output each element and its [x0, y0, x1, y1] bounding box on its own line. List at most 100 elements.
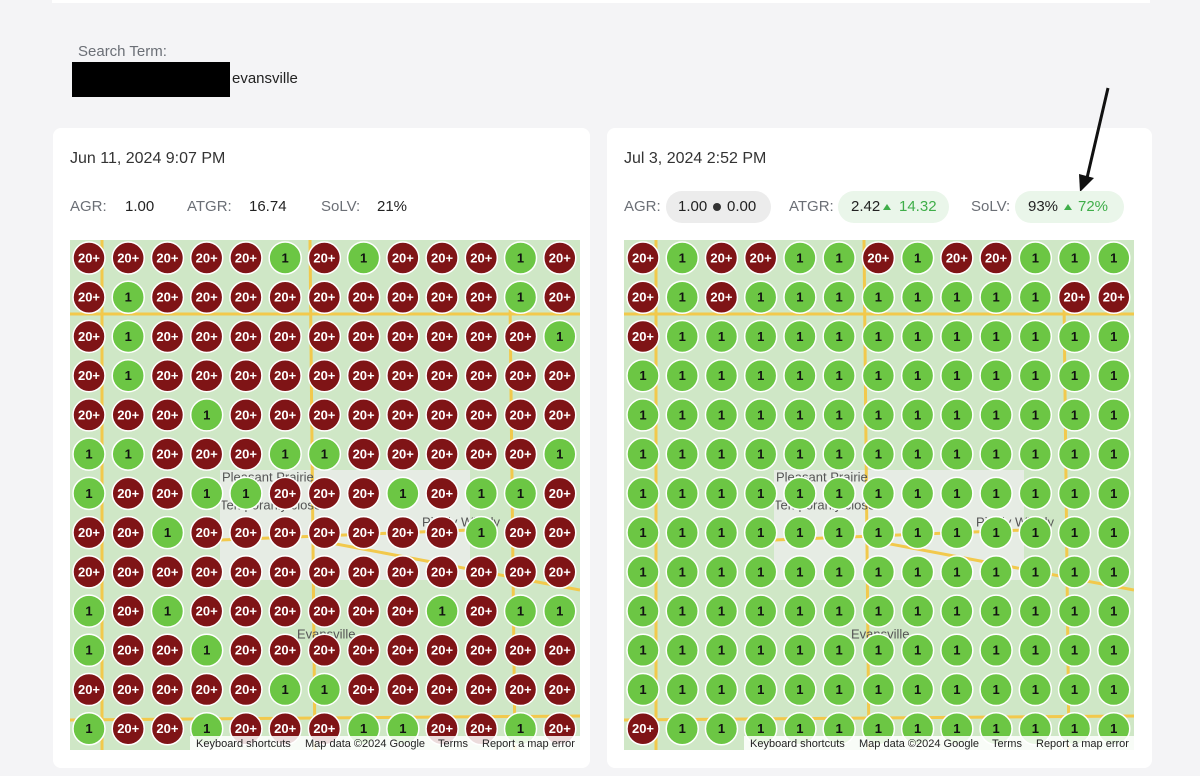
rank-label: 20+ [431, 721, 453, 736]
rank-label: 1 [438, 604, 445, 619]
rank-label: 1 [914, 486, 921, 501]
rank-marker [665, 672, 699, 707]
rank-label: 1 [478, 525, 485, 540]
rank-marker [111, 672, 145, 707]
rank-marker [150, 633, 185, 668]
rank-marker [307, 280, 342, 314]
rank-marker [72, 712, 106, 746]
rank-label: 1 [1110, 604, 1117, 619]
rank-marker [150, 515, 185, 550]
rank-marker [822, 633, 856, 668]
rank-label: 1 [836, 643, 843, 658]
rank-marker [1057, 241, 1092, 275]
rank-marker [1018, 555, 1053, 589]
rank-label: 1 [125, 290, 132, 305]
rank-marker [543, 633, 577, 668]
rank-marker [464, 594, 499, 628]
search-label: Search Term: [78, 43, 167, 60]
rank-label: 1 [203, 486, 210, 501]
rank-label: 20+ [235, 368, 257, 383]
rank-label: 20+ [196, 290, 218, 305]
rank-marker [307, 476, 342, 511]
rank-label: 20+ [510, 407, 532, 422]
rank-marker [543, 398, 577, 432]
rank-marker [979, 633, 1013, 668]
rank-label: 1 [953, 407, 960, 422]
rank-marker [503, 319, 538, 354]
rank-label: 20+ [549, 525, 571, 540]
rank-marker [425, 358, 459, 393]
scan-date: Jun 11, 2024 9:07 PM [70, 150, 225, 167]
rank-marker [150, 476, 185, 511]
rank-label: 20+ [274, 368, 296, 383]
rank-marker [626, 437, 660, 471]
rank-label: 20+ [313, 486, 335, 501]
rank-label: 20+ [946, 250, 968, 265]
rank-label: 1 [718, 368, 725, 383]
rank-label: 1 [914, 329, 921, 344]
rank-marker [940, 515, 974, 550]
rank-label: 20+ [431, 329, 453, 344]
map-footer-link: Map data ©2024 Google [305, 738, 425, 750]
rank-marker [346, 437, 381, 471]
rank-marker [346, 398, 381, 432]
rank-label: 20+ [196, 525, 218, 540]
rank-marker [1057, 398, 1092, 432]
rank-label: 20+ [549, 682, 571, 697]
rank-label: 20+ [353, 643, 375, 658]
rank-marker [150, 672, 185, 707]
rank-marker [743, 555, 778, 589]
rank-marker [111, 515, 145, 550]
rank-marker [425, 437, 459, 471]
rank-label: 20+ [156, 329, 178, 344]
rank-label: 1 [836, 368, 843, 383]
rank-marker [900, 594, 935, 628]
rank-label: 1 [1110, 643, 1117, 658]
rank-marker [464, 633, 499, 668]
rank-label: 1 [639, 447, 646, 462]
rank-label: 1 [836, 250, 843, 265]
rank-marker [1057, 594, 1092, 628]
rank-marker [189, 672, 224, 707]
rank-label: 1 [757, 447, 764, 462]
rank-label: 1 [1032, 329, 1039, 344]
rank-marker [543, 515, 577, 550]
rank-marker [425, 555, 459, 589]
rank-marker [189, 633, 224, 668]
rank-marker [543, 280, 577, 314]
rank-marker [543, 319, 577, 354]
rank-marker [1097, 476, 1131, 511]
rank-marker [386, 358, 420, 393]
search-term: evansville [232, 70, 298, 87]
rank-marker [111, 358, 145, 393]
rank-label: 20+ [985, 250, 1007, 265]
rank-marker [1057, 476, 1092, 511]
rank-marker [111, 398, 145, 432]
rank-label: 20+ [549, 486, 571, 501]
rank-marker [704, 555, 739, 589]
rank-label: 20+ [78, 564, 100, 579]
rank-label: 1 [679, 368, 686, 383]
rank-marker [111, 319, 145, 354]
rank-marker [346, 633, 381, 668]
rank-marker [861, 594, 896, 628]
map: Pleasant PrairieTemporarily closedPiggly… [624, 240, 1134, 750]
rank-label: 20+ [78, 682, 100, 697]
rank-marker [386, 672, 420, 707]
rank-label: 1 [639, 643, 646, 658]
rank-label: 1 [360, 250, 367, 265]
rank-label: 1 [914, 250, 921, 265]
rank-label: 1 [203, 407, 210, 422]
rank-marker [783, 515, 817, 550]
rank-label: 20+ [470, 407, 492, 422]
rank-marker [189, 555, 224, 589]
rank-marker [704, 712, 739, 746]
rank-marker [464, 358, 499, 393]
rank-marker [704, 280, 739, 314]
rank-marker [503, 358, 538, 393]
rank-marker [861, 476, 896, 511]
rank-label: 1 [875, 486, 882, 501]
rank-label: 1 [875, 525, 882, 540]
rank-label: 1 [953, 486, 960, 501]
rank-marker [861, 672, 896, 707]
